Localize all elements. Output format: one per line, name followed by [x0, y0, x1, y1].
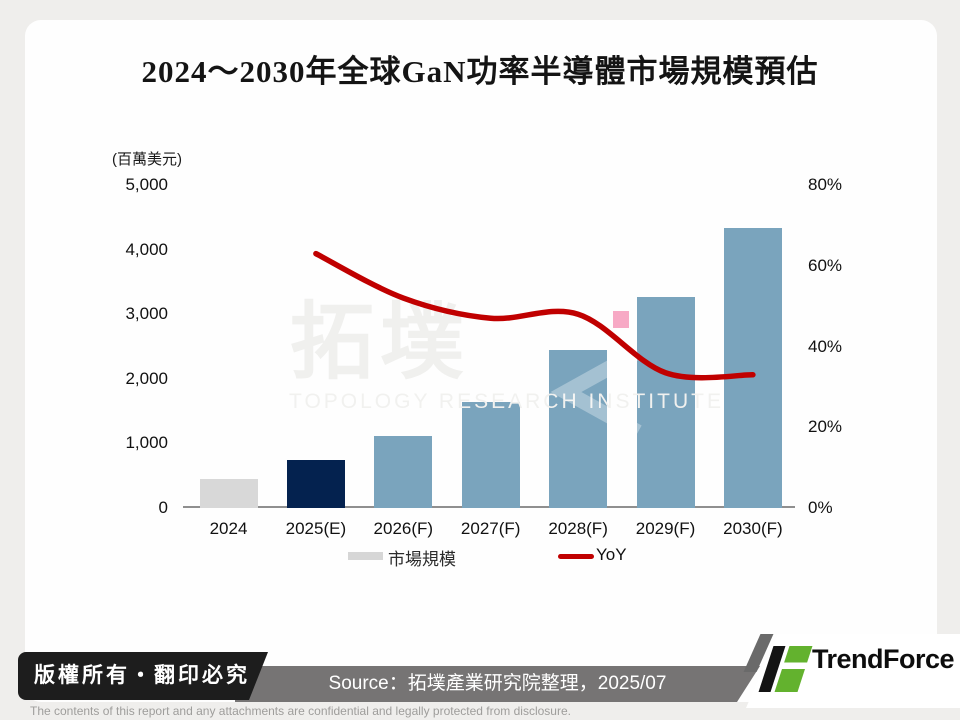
left-axis-tick: 0: [158, 498, 168, 517]
bar-2027(F): [461, 402, 520, 508]
left-axis-tick: 2,000: [125, 368, 168, 388]
legend-yoy-label: YoY: [596, 545, 627, 564]
legend-yoy-swatch: [558, 554, 594, 559]
watermark-pink-square: [613, 311, 629, 328]
left-axis-tick: 1,000: [125, 433, 168, 453]
source-text: Source：拓墣產業研究院整理，2025/07: [328, 673, 667, 694]
bar-2028(F): [549, 349, 608, 508]
copyright-text: 版權所有‧翻印必究: [34, 664, 250, 687]
bar-2030(F): [723, 228, 782, 508]
trendforce-logo-panel: TrendForce: [746, 634, 960, 708]
x-axis-label-2028(F): 2028(F): [548, 519, 608, 538]
right-axis-tick: 0%: [808, 498, 833, 517]
source-banner: Source：拓墣產業研究院整理，2025/07: [235, 666, 760, 702]
right-axis-tick: 20%: [808, 417, 843, 437]
bar-2024: [199, 478, 258, 508]
x-axis-label-2030(F): 2030(F): [723, 519, 783, 538]
x-axis-label-2024: 2024: [209, 519, 248, 538]
slide-card: [25, 20, 937, 702]
watermark-english-text: TOPOLOGY RESEARCH INSTITUTE: [289, 390, 724, 413]
right-axis-tick: 40%: [808, 336, 843, 356]
x-axis-label-2027(F): 2027(F): [460, 519, 521, 538]
footer-disclaimer-text: The contents of this report and any atta…: [30, 704, 571, 718]
watermark-cjk-text: 拓墣: [290, 297, 471, 390]
legend-market-size-swatch: [348, 552, 383, 560]
x-axis-label-2025(E): 2025(E): [285, 519, 347, 538]
chart-title: 2024～2030年全球GaN功率半導體市場規模預估: [141, 54, 819, 89]
legend-market-size-label: 市場規模: [388, 550, 456, 569]
copyright-banner: 版權所有‧翻印必究: [18, 652, 268, 700]
left-axis-tick: 4,000: [125, 239, 168, 259]
x-axis-label-2026(F): 2026(F): [373, 519, 434, 538]
x-axis-label-2029(F): 2029(F): [635, 519, 696, 538]
left-axis-tick: 5,000: [125, 175, 168, 194]
left-axis-tick: 3,000: [125, 304, 168, 324]
bar-2025(E): [286, 459, 345, 508]
right-axis-tick: 60%: [808, 255, 843, 275]
left-axis-unit-label: (百萬美元): [112, 151, 182, 168]
trendforce-wordmark: TrendForce: [812, 644, 955, 674]
right-axis-tick: 80%: [808, 175, 843, 194]
bar-2026(F): [374, 436, 433, 508]
